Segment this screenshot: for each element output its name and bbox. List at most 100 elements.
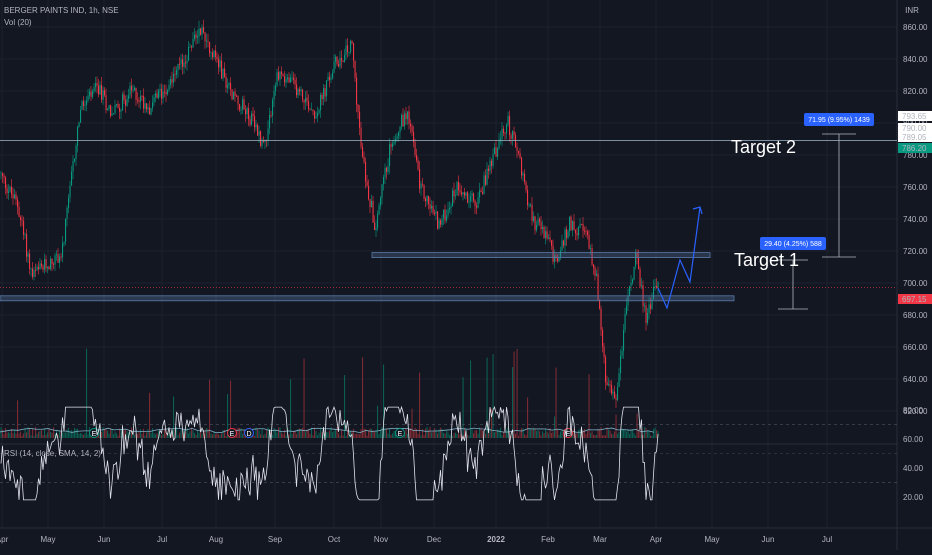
candle[interactable] (489, 160, 491, 171)
candle[interactable] (312, 109, 314, 112)
candle[interactable] (434, 212, 436, 214)
candle[interactable] (165, 91, 167, 95)
candle[interactable] (389, 144, 391, 166)
candle[interactable] (69, 185, 71, 198)
candle[interactable] (503, 128, 505, 133)
candle[interactable] (366, 181, 368, 186)
candle[interactable] (536, 224, 538, 231)
candle[interactable] (323, 88, 325, 100)
candle[interactable] (41, 263, 43, 267)
candle[interactable] (639, 268, 641, 287)
candle[interactable] (318, 110, 320, 113)
candle[interactable] (155, 93, 157, 98)
candle[interactable] (297, 89, 299, 96)
candle[interactable] (573, 221, 575, 230)
candle[interactable] (2, 173, 4, 176)
candle[interactable] (512, 131, 514, 139)
candle[interactable] (197, 36, 199, 38)
candle[interactable] (359, 111, 361, 128)
candle[interactable] (521, 157, 523, 176)
candle[interactable] (315, 116, 317, 119)
candle[interactable] (138, 100, 140, 102)
candle[interactable] (263, 140, 265, 142)
candle[interactable] (288, 77, 290, 83)
candle[interactable] (213, 50, 215, 58)
candle[interactable] (236, 96, 238, 97)
candle[interactable] (345, 45, 347, 55)
candle[interactable] (71, 171, 73, 186)
candle[interactable] (471, 193, 473, 197)
candle[interactable] (459, 190, 461, 193)
candle[interactable] (384, 167, 386, 177)
candle[interactable] (179, 63, 181, 65)
candle[interactable] (504, 132, 506, 134)
candle[interactable] (350, 40, 352, 53)
candle[interactable] (203, 27, 205, 33)
candle[interactable] (65, 218, 67, 242)
candle[interactable] (632, 279, 634, 283)
candle[interactable] (428, 196, 430, 204)
candle[interactable] (629, 286, 631, 297)
candle[interactable] (158, 90, 160, 99)
candle[interactable] (48, 266, 50, 270)
candle[interactable] (233, 91, 235, 100)
candle[interactable] (482, 192, 484, 194)
candle[interactable] (650, 304, 652, 309)
candle[interactable] (432, 205, 434, 213)
candle[interactable] (596, 273, 598, 276)
candle[interactable] (603, 346, 605, 358)
candle[interactable] (509, 115, 511, 136)
candle[interactable] (522, 173, 524, 176)
candle[interactable] (113, 113, 115, 114)
rsi-line[interactable] (0, 405, 659, 501)
candle[interactable] (128, 95, 130, 99)
candle[interactable] (221, 60, 223, 79)
candle[interactable] (587, 231, 589, 235)
candle[interactable] (98, 85, 100, 95)
candle[interactable] (377, 214, 379, 228)
candle[interactable] (33, 270, 35, 277)
event-marker-circle[interactable] (227, 428, 237, 438)
candle[interactable] (276, 72, 278, 86)
candle[interactable] (392, 143, 394, 147)
candle[interactable] (599, 299, 601, 309)
candle[interactable] (546, 231, 548, 239)
candle[interactable] (74, 158, 76, 162)
candle[interactable] (218, 59, 220, 68)
candle[interactable] (78, 122, 80, 127)
candle[interactable] (447, 209, 449, 216)
candle[interactable] (588, 234, 590, 249)
candle[interactable] (302, 89, 304, 100)
candle[interactable] (282, 74, 284, 77)
candle[interactable] (413, 131, 415, 143)
candle[interactable] (333, 61, 335, 73)
candle[interactable] (416, 154, 418, 161)
candle[interactable] (81, 101, 83, 110)
candle[interactable] (617, 387, 619, 400)
candle[interactable] (77, 126, 79, 146)
candle[interactable] (59, 256, 61, 263)
candle[interactable] (306, 97, 308, 102)
candle[interactable] (144, 103, 146, 109)
candle[interactable] (441, 218, 443, 225)
candle[interactable] (132, 90, 134, 92)
candle[interactable] (210, 52, 212, 54)
candle[interactable] (566, 229, 568, 238)
event-marker[interactable]: D (244, 428, 254, 439)
candle[interactable] (42, 266, 44, 270)
candle[interactable] (23, 220, 25, 235)
candle[interactable] (369, 199, 371, 208)
candle[interactable] (123, 94, 125, 101)
candle[interactable] (486, 168, 488, 185)
candle[interactable] (519, 152, 521, 158)
candle[interactable] (125, 100, 127, 106)
candle[interactable] (638, 257, 640, 269)
candle[interactable] (261, 140, 263, 147)
candle[interactable] (375, 227, 377, 230)
candle[interactable] (159, 88, 161, 91)
candle[interactable] (440, 220, 442, 225)
candle[interactable] (641, 285, 643, 287)
time-axis[interactable]: Apr May Jun Jul Aug Sep Oct Nov Dec 2022 Feb Mar Apr… (0, 535, 832, 544)
candle[interactable] (399, 126, 401, 133)
